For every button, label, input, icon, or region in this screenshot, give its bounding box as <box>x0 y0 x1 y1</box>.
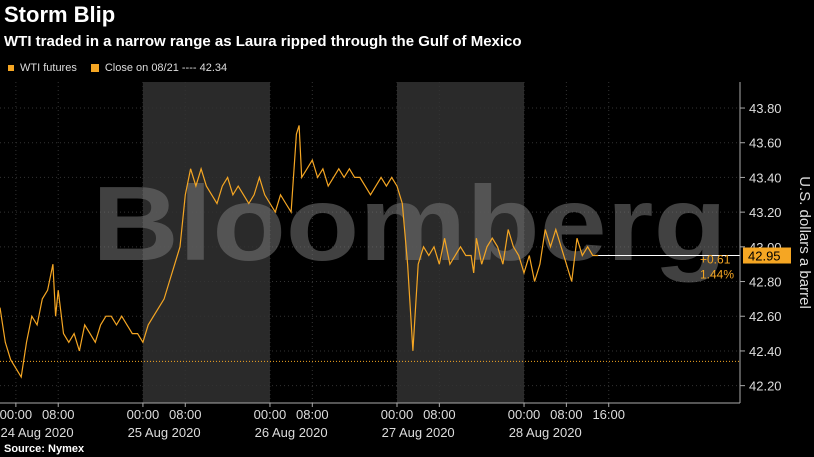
y-tick-label: 43.80 <box>749 101 782 116</box>
x-tick-label: 08:00 <box>169 407 202 422</box>
y-tick-label: 42.40 <box>749 344 782 359</box>
x-tick-label: 08:00 <box>423 407 456 422</box>
wti-futures-series-line <box>0 125 599 379</box>
x-tick-label: 08:00 <box>550 407 583 422</box>
x-tick-label: 16:00 <box>592 407 625 422</box>
y-axis-title: U.S. dollars a barrel <box>796 176 813 309</box>
shaded-day-band <box>396 82 525 403</box>
y-tick-label: 42.20 <box>749 379 782 394</box>
day-label: 25 Aug 2020 <box>128 425 201 440</box>
y-tick-label: 43.20 <box>749 205 782 220</box>
x-tick-label: 08:00 <box>42 407 75 422</box>
close-swatch-icon <box>90 64 99 72</box>
last-value-label: 42.95 <box>748 249 781 264</box>
watermark-logo: Bloomberg <box>92 165 727 283</box>
change-pct-label: 1.44% <box>700 268 734 282</box>
x-tick-label: 00:00 <box>254 407 287 422</box>
x-tick-label: 08:00 <box>296 407 329 422</box>
x-tick-label: 00:00 <box>508 407 541 422</box>
legend: WTI futures Close on 08/21 ---- 42.34 <box>4 62 227 74</box>
legend-series-label: WTI futures <box>20 62 77 74</box>
day-label: 28 Aug 2020 <box>509 425 582 440</box>
chart-title: Storm Blip <box>4 2 116 27</box>
y-tick-label: 42.80 <box>749 275 782 290</box>
shaded-day-band <box>142 82 270 403</box>
x-tick-label: 00:00 <box>0 407 32 422</box>
source-note: Source: Nymex <box>4 443 85 455</box>
x-tick-label: 00:00 <box>127 407 160 422</box>
x-tick-label: 00:00 <box>381 407 414 422</box>
chart-subtitle: WTI traded in a narrow range as Laura ri… <box>4 33 522 50</box>
change-label: +0.61 <box>700 253 731 267</box>
day-label: 24 Aug 2020 <box>1 425 74 440</box>
series-swatch-icon <box>8 65 14 71</box>
y-tick-label: 42.60 <box>749 309 782 324</box>
y-tick-label: 43.60 <box>749 136 782 151</box>
day-label: 27 Aug 2020 <box>382 425 455 440</box>
day-label: 26 Aug 2020 <box>255 425 328 440</box>
y-tick-label: 43.40 <box>749 170 782 185</box>
last-value-badge <box>743 247 791 264</box>
legend-close-label: Close on 08/21 ---- 42.34 <box>104 62 228 74</box>
